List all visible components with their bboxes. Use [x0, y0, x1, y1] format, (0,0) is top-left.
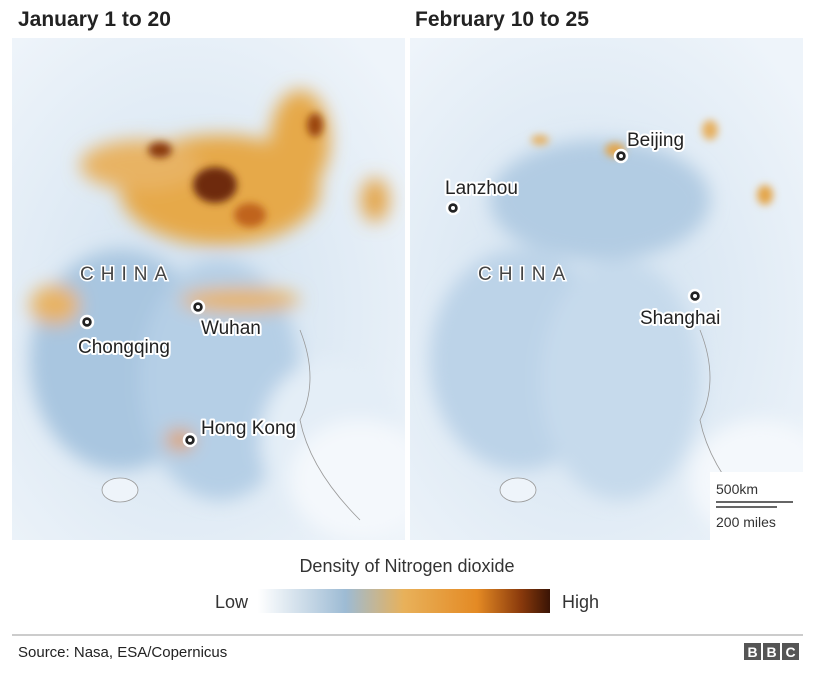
legend-gradient	[258, 589, 550, 613]
logo: B B C	[744, 643, 799, 660]
city: Beijing	[613, 128, 686, 164]
city-label: Lanzhou	[445, 178, 518, 199]
panel-title: February 10 to 25	[415, 8, 589, 31]
city: Wuhan	[190, 299, 263, 341]
city: Hong Kong	[182, 416, 298, 448]
scale-bar: 500km 200 miles	[716, 481, 793, 530]
legend-high: High	[562, 592, 599, 612]
country-label: CHINA	[478, 264, 572, 285]
source: Source: Nasa, ESA/Copernicus	[18, 644, 227, 661]
city-label: Hong Kong	[201, 418, 296, 439]
city: Chongqing	[76, 314, 172, 360]
map-february	[410, 38, 803, 540]
scale-km: 500km	[716, 481, 758, 497]
logo-letter: C	[785, 644, 795, 660]
city-label: Shanghai	[640, 308, 720, 329]
legend-title: Density of Nitrogen dioxide	[299, 556, 514, 576]
country-label: CHINA	[80, 264, 174, 285]
panel-title: January 1 to 20	[18, 8, 171, 31]
city-label: Chongqing	[78, 337, 170, 358]
legend-low: Low	[215, 592, 249, 612]
logo-letter: B	[766, 644, 776, 660]
city: Lanzhou	[443, 176, 520, 216]
logo-letter: B	[747, 644, 757, 660]
map-january	[12, 38, 405, 540]
city-label: Beijing	[627, 130, 684, 151]
city-label: Wuhan	[201, 318, 261, 339]
scale-miles: 200 miles	[716, 514, 776, 530]
city: Shanghai	[638, 288, 722, 331]
